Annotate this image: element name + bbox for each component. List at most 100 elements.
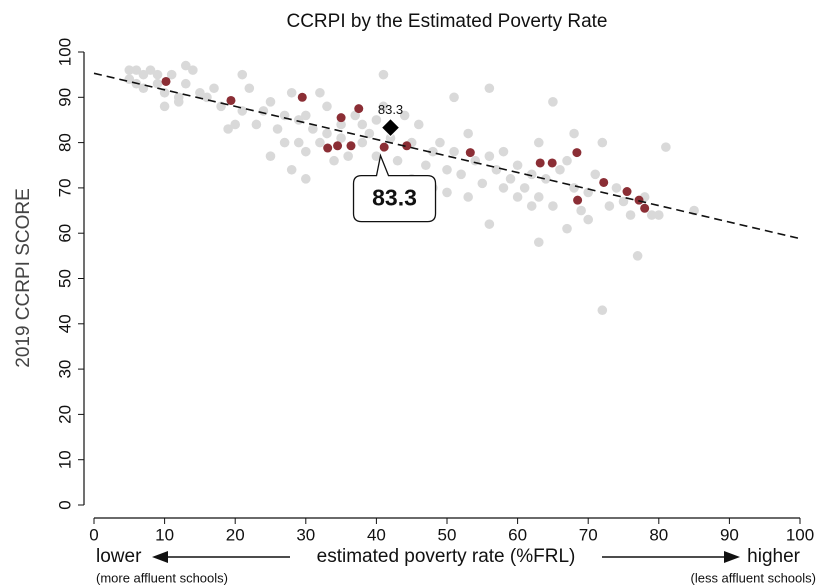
arrows: [152, 551, 740, 563]
y-tick-label: 90: [55, 88, 74, 107]
point: [159, 87, 170, 98]
point: [625, 210, 636, 220]
point: [237, 106, 248, 116]
y-tick-label: 70: [55, 178, 74, 197]
point: [371, 115, 382, 125]
point: [533, 192, 544, 202]
point: [512, 192, 523, 202]
x-tick-label: 30: [296, 525, 315, 544]
point: [159, 101, 170, 112]
x-label-right: higher: [747, 546, 800, 567]
point: [308, 124, 318, 134]
point: [357, 137, 368, 148]
point: [402, 141, 412, 151]
point: [173, 97, 184, 107]
x-axis-label: estimated poverty rate (%FRL): [317, 546, 576, 567]
x-tick-label: 0: [89, 525, 98, 544]
callout-label: 83.3: [372, 185, 417, 211]
point: [442, 187, 452, 198]
x-tick-label: 70: [579, 525, 598, 544]
point: [131, 65, 142, 75]
point: [152, 78, 163, 89]
x-tick-label: 80: [649, 525, 668, 544]
x-tick-label: 20: [226, 525, 245, 544]
point: [378, 101, 389, 112]
point: [498, 146, 509, 157]
point: [378, 69, 389, 80]
point: [572, 148, 582, 158]
y-tick-label: 60: [55, 224, 74, 243]
point: [604, 201, 615, 211]
point: [533, 237, 544, 248]
point: [322, 128, 332, 139]
point: [322, 101, 332, 112]
callout-box: [352, 153, 437, 223]
point: [251, 119, 262, 130]
point: [442, 164, 452, 175]
point: [599, 177, 609, 187]
point: [533, 137, 544, 148]
point: [435, 137, 445, 148]
point: [590, 169, 601, 180]
y-tick-label: 20: [55, 405, 74, 424]
point: [336, 119, 346, 130]
x-tick-label: 50: [438, 525, 457, 544]
point: [597, 305, 608, 316]
x-tick-label: 90: [720, 525, 739, 544]
point: [477, 178, 488, 189]
point: [371, 151, 382, 161]
point: [237, 69, 248, 80]
point: [562, 155, 572, 166]
x-tick-label: 10: [155, 525, 174, 544]
point: [350, 110, 361, 121]
point: [323, 143, 333, 153]
point: [258, 106, 269, 116]
point: [329, 155, 339, 166]
point: [343, 151, 353, 161]
point: [541, 174, 551, 184]
y-tick-label: 80: [55, 133, 74, 152]
point: [569, 183, 579, 193]
y-tick-label: 50: [55, 269, 74, 288]
point: [463, 128, 473, 139]
point: [505, 174, 516, 184]
point: [195, 87, 205, 98]
point: [597, 137, 608, 148]
point: [138, 69, 149, 80]
point: [188, 65, 198, 75]
x-tick-label: 100: [786, 525, 814, 544]
point: [315, 87, 325, 98]
point: [265, 97, 276, 107]
point: [265, 151, 276, 161]
point: [535, 158, 545, 168]
point: [632, 251, 643, 261]
point: [180, 60, 191, 71]
point: [293, 137, 304, 148]
point: [456, 169, 466, 180]
trend-line: [93, 72, 801, 240]
point: [583, 214, 593, 225]
point: [526, 201, 537, 211]
point: [449, 92, 459, 103]
point: [569, 128, 579, 139]
point: [364, 128, 375, 139]
point: [230, 119, 240, 130]
point: [548, 201, 558, 211]
y-tick-label: 40: [55, 314, 74, 333]
point: [519, 183, 530, 193]
point: [223, 124, 233, 134]
point: [640, 203, 650, 213]
point: [622, 187, 632, 197]
point: [573, 195, 583, 205]
x-note-right: (less affluent schools): [691, 570, 817, 585]
point: [463, 192, 473, 202]
point: [336, 113, 346, 123]
y-tick-label: 0: [55, 500, 74, 509]
point: [145, 65, 156, 75]
point: [379, 142, 389, 152]
y-tick-label: 100: [55, 38, 74, 66]
point: [279, 137, 290, 148]
point: [421, 160, 431, 171]
point: [226, 95, 236, 105]
chart-title: CCRPI by the Estimated Poverty Rate: [286, 11, 607, 32]
